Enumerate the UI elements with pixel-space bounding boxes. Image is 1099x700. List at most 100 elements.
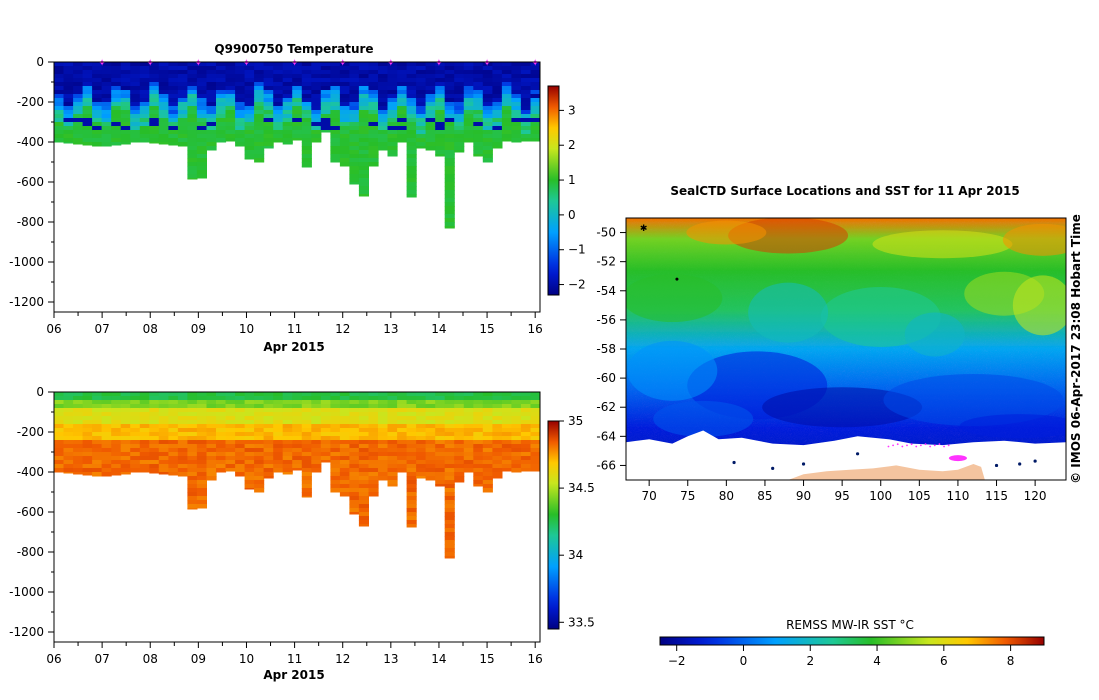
salinity-plot-frame xyxy=(53,391,541,643)
kerguelen-marker: ✱ xyxy=(640,224,648,234)
lon-tick-label: 85 xyxy=(757,489,772,503)
lat-tick-label: -56 xyxy=(596,313,616,327)
y-tick-label: -1200 xyxy=(9,295,44,309)
temperature-colorbar-ticks: 3 2 1 0 −1 −2 xyxy=(559,103,586,292)
profile-location xyxy=(938,443,941,446)
sst-colorbar-ticks: −2 0 2 4 6 8 xyxy=(668,645,1014,668)
x-tick-label: 15 xyxy=(479,322,494,336)
profile-location xyxy=(947,444,950,447)
profile-marker: ✦ xyxy=(242,58,250,69)
lat-tick-label: -64 xyxy=(596,429,616,443)
temperature-title: Q9900750 Temperature xyxy=(214,42,373,56)
profile-marker: ✦ xyxy=(483,58,491,69)
profile-marker: ✦ xyxy=(146,58,154,69)
y-tick-label: -1000 xyxy=(9,585,44,599)
sst-feature xyxy=(1002,223,1066,256)
x-tick-label: 14 xyxy=(431,322,446,336)
y-tick-label: 0 xyxy=(36,385,44,399)
sst-feature xyxy=(748,282,829,343)
y-tick-label: -200 xyxy=(17,95,44,109)
lon-tick-label: 110 xyxy=(946,489,969,503)
profile-marker: ✦ xyxy=(194,58,202,69)
sst-colorbar-tick-label: 0 xyxy=(740,654,748,668)
colorbar-tick-label: 34 xyxy=(568,548,583,562)
profile-cluster xyxy=(948,455,967,462)
lat-tick-label: -52 xyxy=(596,255,616,269)
profile-markers: ✦ ✦ ✦ ✦ ✦ ✦ ✦ ✦ ✦ ✦ xyxy=(98,58,539,69)
x-tick-label: 16 xyxy=(528,322,543,336)
profile-marker: ✦ xyxy=(387,58,395,69)
profile-location xyxy=(887,445,890,448)
lat-tick-label: -60 xyxy=(596,371,616,385)
map-colorbar-label: REMSS MW-IR SST °C xyxy=(786,618,914,632)
colorbar-tick-label: 3 xyxy=(568,103,576,117)
profile-marker: ✦ xyxy=(290,58,298,69)
lon-tick-label: 120 xyxy=(1024,489,1047,503)
map-longitude-axis: 70 75 80 85 90 95 100 105 110 115 120 xyxy=(642,480,1047,503)
colorbar-tick-label: 2 xyxy=(568,138,576,152)
x-tick-label: 09 xyxy=(191,652,206,666)
x-tick-label: 12 xyxy=(335,322,350,336)
x-tick-label: 10 xyxy=(239,322,254,336)
sst-colorbar-tick-label: −2 xyxy=(668,654,686,668)
y-tick-label: -400 xyxy=(17,465,44,479)
profile-location xyxy=(929,445,932,448)
x-tick-label: 11 xyxy=(287,652,302,666)
sst-features xyxy=(626,218,1066,439)
salinity-xlabel: Apr 2015 xyxy=(263,668,324,682)
colorbar-tick-label: 35 xyxy=(568,414,583,428)
sst-colorbar-tick-label: 2 xyxy=(806,654,814,668)
lat-tick-label: -62 xyxy=(596,400,616,414)
profile-location xyxy=(892,444,894,447)
temperature-y-axis: 0 -200 -400 -600 -800 -1000 -1200 xyxy=(9,55,54,309)
sea-ice-region xyxy=(626,430,1066,480)
profile-location xyxy=(906,444,908,447)
lon-tick-label: 95 xyxy=(834,489,849,503)
profile-marker: ✦ xyxy=(435,58,443,69)
salinity-colorbar-ticks: 35 34.5 34 33.5 xyxy=(559,414,595,629)
x-tick-label: 16 xyxy=(528,652,543,666)
sst-feature xyxy=(1012,275,1066,336)
lat-tick-label: -66 xyxy=(596,458,616,472)
map-coastline-details: ✱ xyxy=(640,224,1037,470)
coastline-dot xyxy=(771,466,775,470)
sst-colorbar-tick-label: 6 xyxy=(940,654,948,668)
profile-location xyxy=(910,443,913,446)
colorbar-tick-label: −2 xyxy=(568,278,586,292)
sst-feature xyxy=(686,220,767,245)
antarctic-land xyxy=(788,464,985,480)
sst-feature xyxy=(627,340,718,401)
profile-location xyxy=(901,445,904,448)
profile-location xyxy=(896,443,899,446)
lat-tick-label: -58 xyxy=(596,342,616,356)
y-tick-label: -800 xyxy=(17,545,44,559)
salinity-colorbar xyxy=(547,420,560,630)
salinity-y-axis: 0 -200 -400 -600 -800 -1000 -1200 xyxy=(9,385,54,639)
sst-map-field: ✱ xyxy=(626,218,1066,480)
sst-colorbar-tick-label: 4 xyxy=(873,654,881,668)
salinity-section-cells xyxy=(54,392,540,559)
colorbar-tick-label: 0 xyxy=(568,208,576,222)
lon-tick-label: 100 xyxy=(869,489,892,503)
x-tick-label: 08 xyxy=(143,322,158,336)
coastline-dot xyxy=(1033,459,1037,463)
profile-location xyxy=(919,444,922,447)
temperature-x-axis: 06 07 08 09 10 11 12 13 14 15 16 xyxy=(46,312,543,336)
coastline-dot xyxy=(1018,462,1022,466)
coastline-dot xyxy=(801,462,806,466)
lat-tick-label: -50 xyxy=(596,226,616,240)
y-tick-label: -400 xyxy=(17,135,44,149)
profile-marker: ✦ xyxy=(98,58,106,69)
y-tick-label: -1000 xyxy=(9,255,44,269)
lon-tick-label: 105 xyxy=(908,489,931,503)
profile-location xyxy=(943,445,945,448)
x-tick-label: 06 xyxy=(46,322,61,336)
sst-feature xyxy=(626,274,723,323)
colorbar-tick-label: −1 xyxy=(568,243,586,257)
y-tick-label: 0 xyxy=(36,55,44,69)
x-tick-label: 08 xyxy=(143,652,158,666)
lat-tick-label: -54 xyxy=(596,284,616,298)
x-tick-label: 15 xyxy=(479,652,494,666)
x-tick-label: 11 xyxy=(287,322,302,336)
